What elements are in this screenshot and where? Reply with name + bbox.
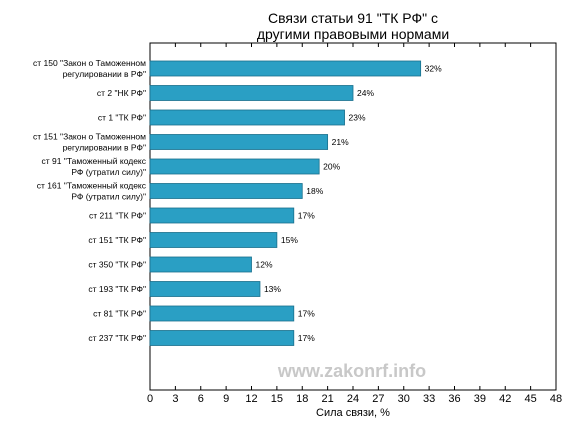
x-axis-ticks: 0 3 6 9 12 15 18 21 24 27 30 33 36 39 42 45 48 [147,43,562,405]
category-label: ст 151 "ТК РФ" [88,235,146,245]
category-label: РФ (утратил силу)" [71,167,146,177]
category-label: ст 81 "ТК РФ" [93,309,146,319]
category-label: ст 91 "Таможенный кодекс [42,156,147,166]
bar [149,134,329,150]
category-label: регулировании в РФ" [63,143,146,153]
x-tick-label: 24 [347,393,359,405]
bar-value-label: 17% [298,211,315,221]
chart-title-line-2: другими правовыми нормами [257,26,449,42]
bar [149,281,261,297]
chart-title: Связи статьи 91 "ТК РФ" с другими правов… [257,10,449,42]
x-tick-label: 30 [398,393,410,405]
category-label: ст 193 "ТК РФ" [88,284,146,294]
x-tick-label: 42 [499,393,511,405]
bar [149,85,354,101]
x-axis-label: Сила связи, % [316,407,390,419]
bar-value-label: 12% [256,260,273,270]
bar [149,183,303,199]
x-tick-label: 9 [223,393,229,405]
category-labels: ст 150 "Закон о Таможенномрегулировании … [33,58,147,343]
bar [149,232,278,248]
category-label: ст 1 "ТК РФ" [98,113,146,123]
bar-value-label: 21% [332,137,349,147]
category-label: ст 350 "ТК РФ" [88,260,146,270]
bar [149,158,320,175]
bar [149,305,295,322]
bar-value-label: 20% [323,162,340,172]
x-tick-label: 27 [372,393,384,405]
category-label: ст 237 "ТК РФ" [88,333,146,343]
bar-value-label: 13% [264,284,281,294]
category-label: ст 151 "Закон о Таможенном [33,132,146,142]
category-label: ст 150 "Закон о Таможенном [33,58,146,68]
x-tick-label: 48 [550,393,562,405]
x-tick-label: 39 [474,393,486,405]
watermark: www.zakonrf.info [277,361,426,381]
x-tick-label: 15 [271,393,283,405]
x-tick-label: 36 [448,393,460,405]
x-tick-label: 45 [525,393,537,405]
bar [149,207,295,224]
x-tick-label: 21 [322,393,334,405]
bar-value-label: 23% [349,113,366,123]
category-label: ст 2 "НК РФ" [97,88,146,98]
bar-value-label: 18% [306,186,323,196]
bar-value-label: 15% [281,235,298,245]
bars-group: 32% 24% 23% 21% 20% 18% 17% 15% 12% 13% 17% 17% [149,60,442,346]
x-tick-label: 18 [296,393,308,405]
bar [149,330,295,346]
x-tick-label: 12 [245,393,257,405]
bar [149,60,422,77]
chart-title-line-1: Связи статьи 91 "ТК РФ" с [268,10,438,26]
x-tick-label: 0 [147,393,153,405]
category-label: РФ (утратил силу)" [71,192,146,202]
x-tick-label: 6 [198,393,204,405]
category-label: регулировании в РФ" [63,69,146,79]
category-label: ст 211 "ТК РФ" [89,211,146,221]
x-tick-label: 3 [172,393,178,405]
x-tick-label: 33 [423,393,435,405]
category-label: ст 161 "Таможенный кодекс [37,181,147,191]
bar-value-label: 17% [298,309,315,319]
bar-value-label: 24% [357,88,374,98]
bar-value-label: 17% [298,333,315,343]
bar [149,109,345,126]
bar [149,256,252,273]
bar-value-label: 32% [425,64,442,74]
